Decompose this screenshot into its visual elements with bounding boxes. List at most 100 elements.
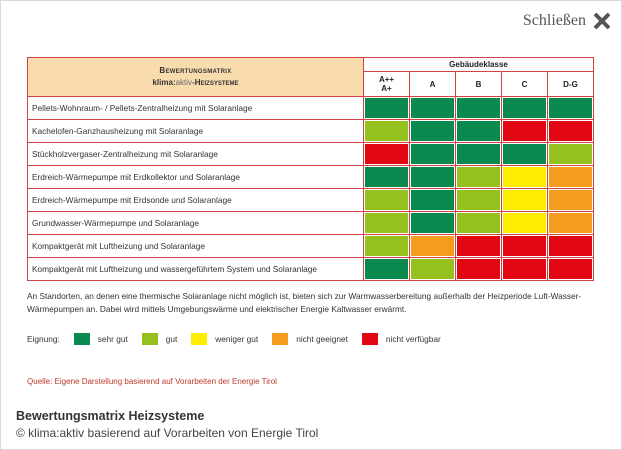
rating-cell (501, 165, 548, 189)
row-label: Erdreich-Wärmepumpe mit Erdkollektor und… (27, 165, 364, 189)
rating-cell (501, 188, 548, 212)
brand-bold: klima: (152, 78, 176, 87)
rating-cell (501, 257, 548, 281)
rating-swatch-nicht-verfuegbar (549, 236, 592, 256)
close-icon[interactable] (593, 12, 611, 30)
row-label: Kachelofen-Ganzhausheizung mit Solaranla… (27, 119, 364, 143)
rating-cell (363, 188, 410, 212)
rating-swatch-sehr-gut (411, 213, 454, 233)
close-button[interactable]: Schließen (523, 12, 611, 30)
rating-swatch-weniger-gut (503, 190, 546, 210)
rating-swatch-gut (365, 121, 408, 141)
class-header: Gebäudeklasse (363, 56, 594, 73)
rating-swatch-nicht-verfuegbar (549, 259, 592, 279)
table-row: Stückholzvergaser-Zentralheizung mit Sol… (27, 142, 594, 166)
rating-cell (363, 211, 410, 235)
rating-swatch-sehr-gut (411, 98, 454, 118)
rating-swatch-sehr-gut (411, 167, 454, 187)
rating-cell (409, 142, 456, 166)
legend-swatch (191, 333, 208, 345)
legend: Eignung: sehr gut gut weniger gut nicht gee… (27, 333, 455, 345)
rating-swatch-sehr-gut (411, 144, 454, 164)
rating-cell (409, 234, 456, 258)
rating-swatch-sehr-gut (457, 98, 500, 118)
column-header: A (409, 71, 456, 97)
rating-cell (455, 211, 502, 235)
legend-label: nicht verfügbar (385, 334, 441, 344)
legend-label: weniger gut (215, 334, 259, 344)
rating-swatch-sehr-gut (365, 167, 408, 187)
rating-swatch-sehr-gut (411, 121, 454, 141)
rating-swatch-sehr-gut (503, 98, 546, 118)
rating-cell (409, 119, 456, 143)
legend-item: gut (141, 333, 178, 345)
legend-swatch (361, 333, 378, 345)
brand-light: aktiv (175, 78, 193, 87)
legend-label: sehr gut (97, 334, 128, 344)
rating-swatch-sehr-gut (549, 98, 592, 118)
note-text: An Standorten, an denen eine thermische … (27, 291, 582, 314)
rating-cell (547, 165, 594, 189)
rating-swatch-nicht-verfuegbar (503, 121, 546, 141)
rating-cell (363, 96, 410, 120)
legend-swatch (141, 333, 158, 345)
rating-cell (501, 96, 548, 120)
rating-cell (409, 96, 456, 120)
caption-title: Bewertungsmatrix Heizsysteme (16, 409, 205, 423)
rating-cell (409, 165, 456, 189)
rating-swatch-sehr-gut (365, 259, 408, 279)
rating-cell (455, 119, 502, 143)
rating-cell (409, 257, 456, 281)
caption-subtitle: © klima:aktiv basierend auf Vorarbeiten … (16, 426, 319, 440)
rating-cell (547, 257, 594, 281)
rating-cell (501, 119, 548, 143)
rating-swatch-nicht-verfuegbar (503, 259, 546, 279)
legend-swatch (73, 333, 90, 345)
rating-cell (455, 234, 502, 258)
brand-rest: -Heizsysteme (192, 78, 239, 87)
table-row: Kompaktgerät mit Luftheizung und Solaran… (27, 234, 594, 258)
legend-item: nicht geeignet (272, 333, 348, 345)
row-label: Grundwasser-Wärmepumpe und Solaranlage (27, 211, 364, 235)
rating-swatch-nicht-verfuegbar (503, 236, 546, 256)
legend-label: gut (165, 334, 178, 344)
rating-cell (455, 257, 502, 281)
rating-matrix-table: Bewertungsmatrix klima:aktiv-Heizsysteme… (27, 56, 594, 281)
rating-cell (363, 119, 410, 143)
rating-swatch-nicht-geeignet (411, 236, 454, 256)
rating-swatch-sehr-gut (503, 144, 546, 164)
source-note: Quelle: Eigene Darstellung basierend auf… (27, 377, 277, 386)
legend-item: weniger gut (191, 333, 258, 345)
matrix-image: Bewertungsmatrix klima:aktiv-Heizsysteme… (17, 48, 608, 395)
close-label[interactable]: Schließen (522, 12, 586, 29)
rating-cell (547, 119, 594, 143)
rating-cell (455, 165, 502, 189)
rating-cell (501, 234, 548, 258)
rating-swatch-weniger-gut (503, 213, 546, 233)
table-row: Grundwasser-Wärmepumpe und Solaranlage (27, 211, 594, 235)
rating-swatch-gut (549, 144, 592, 164)
rating-swatch-nicht-geeignet (549, 213, 592, 233)
rating-cell (547, 234, 594, 258)
rating-cell (547, 96, 594, 120)
matrix-header-line2: klima:aktiv-Heizsysteme (28, 77, 363, 89)
rating-cell (547, 211, 594, 235)
rating-swatch-nicht-verfuegbar (457, 236, 500, 256)
row-label: Kompaktgerät mit Luftheizung und wasserg… (27, 257, 364, 281)
rating-cell (455, 142, 502, 166)
rating-swatch-gut (457, 167, 500, 187)
rating-swatch-sehr-gut (365, 98, 408, 118)
table-row: Erdreich-Wärmepumpe mit Erdkollektor und… (27, 165, 594, 189)
legend-label: nicht geeignet (296, 334, 348, 344)
rating-swatch-sehr-gut (457, 121, 500, 141)
row-label: Erdreich-Wärmepumpe mit Erdsonde und Sol… (27, 188, 364, 212)
legend-title: Eignung: (27, 334, 60, 344)
rating-swatch-gut (457, 190, 500, 210)
column-header: C (501, 71, 548, 97)
rating-cell (363, 165, 410, 189)
rating-swatch-weniger-gut (503, 167, 546, 187)
rating-cell (547, 142, 594, 166)
rating-cell (501, 142, 548, 166)
matrix-header-line1: Bewertungsmatrix (159, 66, 232, 75)
